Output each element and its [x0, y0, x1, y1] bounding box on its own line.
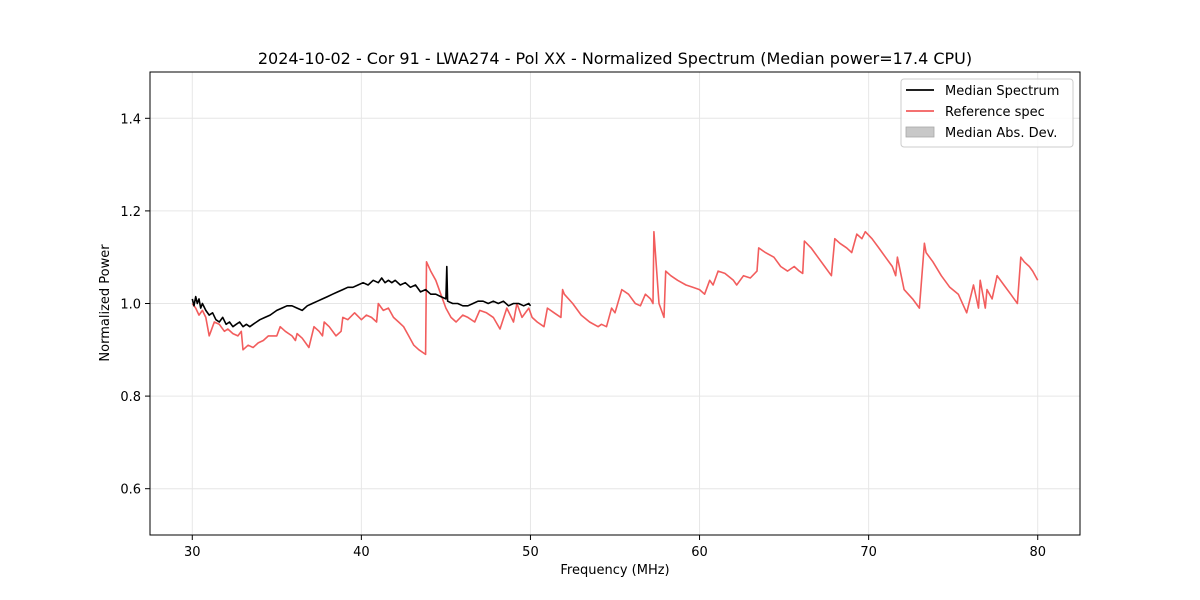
x-tick-label: 60 [691, 545, 708, 560]
y-tick-label: 0.8 [120, 390, 141, 405]
series-layer [191, 230, 1039, 356]
chart-title: 2024-10-02 - Cor 91 - LWA274 - Pol XX - … [258, 49, 972, 68]
x-tick-label: 50 [522, 545, 539, 560]
x-tick-label: 40 [353, 545, 370, 560]
legend-mad-label: Median Abs. Dev. [945, 126, 1057, 141]
series-reference-spec-line [191, 230, 1039, 356]
legend-box [900, 78, 1074, 148]
series-median-spectrum-line [191, 265, 532, 328]
y-tick-label: 0.6 [120, 483, 141, 498]
y-axis: 0.6 0.8 1.0 1.2 1.4 [120, 112, 150, 498]
legend-reference-label: Reference spec [945, 105, 1045, 120]
y-tick-label: 1.0 [120, 298, 141, 313]
x-tick-label: 70 [860, 545, 877, 560]
y-tick-label: 1.4 [120, 112, 141, 127]
x-axis: 30 40 50 60 70 80 [184, 535, 1046, 560]
legend-median-label: Median Spectrum [945, 84, 1059, 99]
legend: Median Spectrum Reference spec Median Ab… [900, 78, 1074, 148]
x-tick-label: 30 [184, 545, 201, 560]
x-axis-label: Frequency (MHz) [560, 563, 669, 578]
y-axis-label: Normalized Power [98, 244, 113, 362]
legend-mad-patch [905, 126, 935, 138]
y-tick-label: 1.2 [120, 205, 141, 220]
x-tick-label: 80 [1029, 545, 1046, 560]
